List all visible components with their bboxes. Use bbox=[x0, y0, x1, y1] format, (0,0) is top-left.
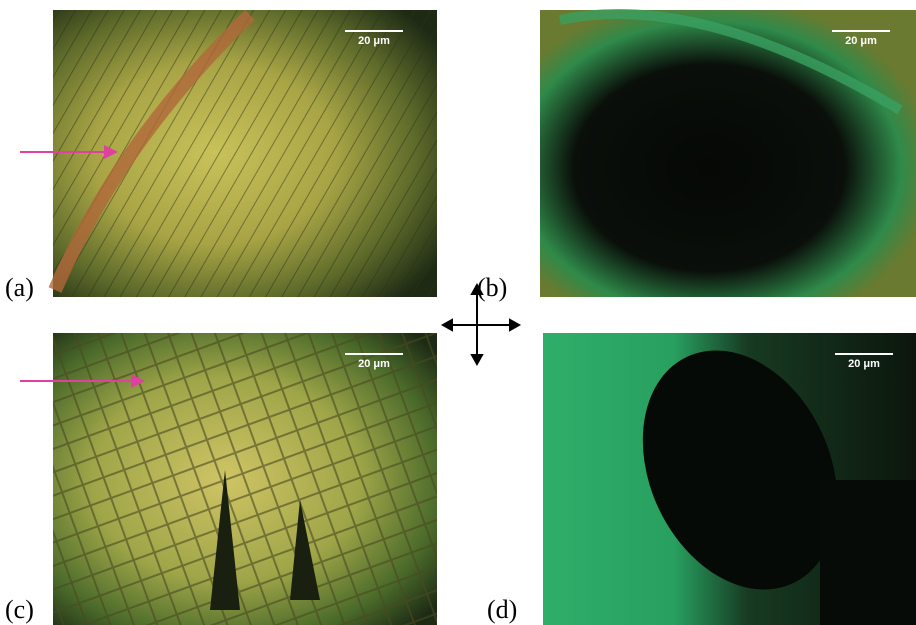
panel-label: (b) bbox=[477, 273, 507, 302]
panel-b bbox=[540, 10, 916, 297]
panel-label: (a) bbox=[5, 273, 34, 302]
figure: (a) 20 μm (b) 20 μm (c) 20 μm (d) 20 μm bbox=[0, 0, 916, 625]
panel-a bbox=[20, 10, 437, 297]
scale-bar-label: 20 μm bbox=[358, 358, 390, 370]
scale-bar-label: 20 μm bbox=[848, 358, 880, 370]
scale-bar-label: 20 μm bbox=[845, 35, 877, 47]
panel-c bbox=[20, 333, 437, 625]
scale-bar-label: 20 μm bbox=[358, 35, 390, 47]
panel-label: (c) bbox=[5, 595, 34, 624]
panel-label: (d) bbox=[487, 595, 517, 624]
